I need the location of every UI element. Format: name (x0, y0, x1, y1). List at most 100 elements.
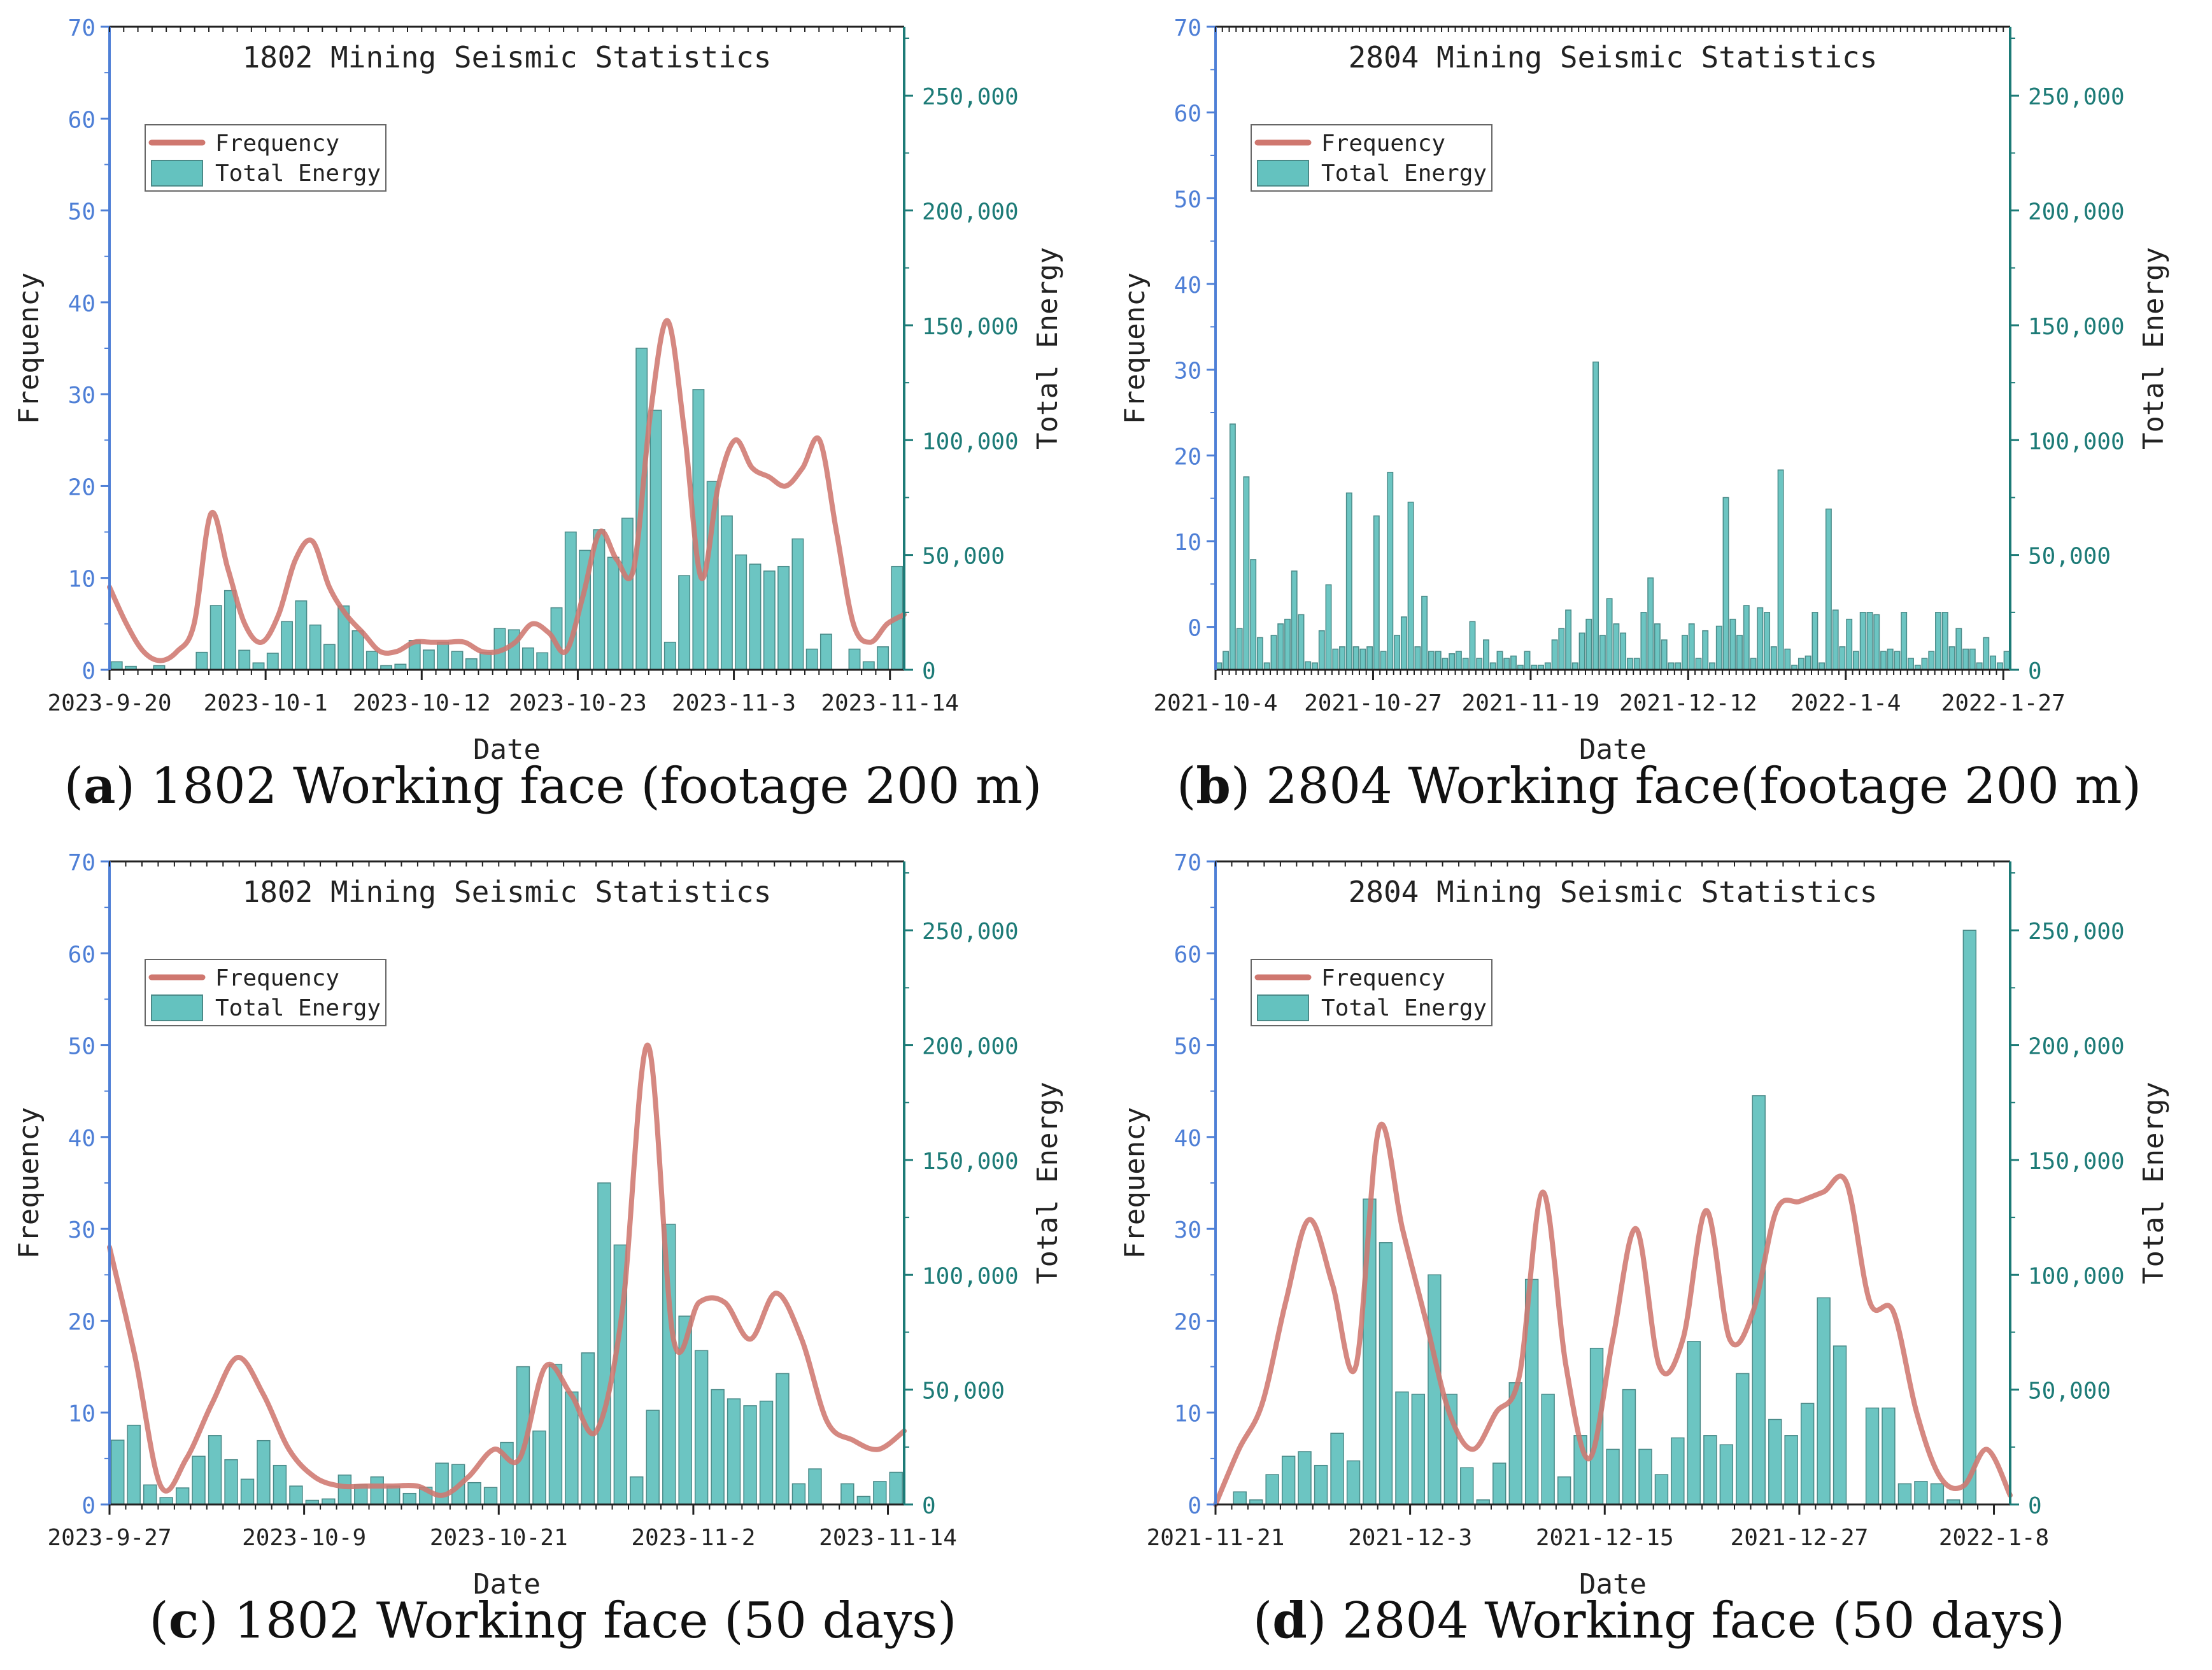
chart-title-a: 1802 Mining Seismic Statistics (243, 40, 772, 74)
energy-bar-a-24 (451, 651, 464, 670)
energy-bar-a-22 (422, 649, 435, 670)
energy-bar-a-35 (607, 556, 620, 670)
y-right-label-d: Total Energy (2138, 1082, 2170, 1284)
energy-bar-a-46 (763, 570, 776, 670)
left-tick-label-d-6: 60 (1174, 942, 1202, 968)
x-axis-label-d: Date (1579, 1568, 1647, 1601)
energy-bar-b-40 (1489, 662, 1496, 670)
legend-line-label-d: Frequency (1321, 965, 1445, 991)
energy-bar-b-60 (1626, 658, 1633, 670)
bars-b (1216, 361, 2010, 670)
x-tick-label-c-2: 2023-10-21 (430, 1525, 568, 1551)
energy-bar-b-109 (1962, 648, 1969, 670)
caption-c: (c) 1802 Working face (50 days) (149, 1592, 957, 1650)
energy-bar-b-85 (1797, 658, 1804, 670)
energy-bar-b-36 (1462, 658, 1469, 670)
energy-bar-b-71 (1702, 630, 1709, 670)
energy-bar-b-68 (1682, 635, 1688, 670)
energy-bar-b-83 (1784, 648, 1791, 670)
energy-bar-c-9 (257, 1440, 271, 1505)
left-tick-label-c-4: 40 (68, 1126, 96, 1152)
energy-bar-a-26 (479, 652, 492, 670)
panel-c: 0 10 20 30 40 50 60 70 0 50,000 100,000 150,000 200,… (0, 835, 1106, 1669)
energy-bar-c-40 (759, 1400, 774, 1505)
energy-bar-b-90 (1832, 609, 1839, 670)
y-left-label-c: Frequency (13, 1107, 45, 1259)
energy-bar-c-42 (791, 1483, 806, 1505)
energy-bar-d-44 (1930, 1483, 1945, 1505)
energy-bar-d-17 (1492, 1462, 1507, 1505)
left-ticks-d: 0 10 20 30 40 50 60 70 (1174, 850, 1216, 1519)
chart-title-d: 2804 Mining Seismic Statistics (1349, 875, 1878, 909)
left-tick-label-a-6: 60 (68, 107, 96, 133)
energy-bar-b-106 (1941, 612, 1948, 670)
energy-bar-c-8 (240, 1478, 255, 1505)
energy-bar-a-8 (223, 590, 236, 670)
energy-bar-c-18 (402, 1492, 416, 1505)
energy-bar-b-54 (1585, 618, 1592, 670)
energy-bar-b-11 (1291, 570, 1298, 670)
energy-bar-c-32 (630, 1476, 644, 1505)
energy-bar-b-56 (1599, 635, 1606, 670)
right-tick-label-d-5: 250,000 (2028, 919, 2125, 945)
left-ticks-a: 0 10 20 30 40 50 60 70 (68, 15, 110, 684)
energy-bar-b-1 (1223, 651, 1230, 670)
x-tick-label-a-5: 2023-11-14 (821, 690, 959, 716)
energy-bar-b-49 (1551, 639, 1558, 670)
energy-bar-d-11 (1395, 1391, 1409, 1505)
caption-d-text: 2804 Working face (50 days) (1326, 1592, 2066, 1650)
x-axis-label-a: Date (473, 733, 541, 766)
energy-bar-b-25 (1387, 472, 1394, 670)
x-tick-label-d-3: 2021-12-27 (1731, 1525, 1869, 1551)
right-tick-label-b-4: 200,000 (2028, 199, 2125, 225)
x-axis-label-c: Date (473, 1568, 541, 1601)
x-ticks-d: 2021-11-21 2021-12-3 2021-12-15 2021-12-27 2… (1147, 861, 2049, 1551)
left-tick-label-d-4: 40 (1174, 1126, 1202, 1152)
y-right-label-c: Total Energy (1032, 1082, 1064, 1284)
energy-bar-a-30 (536, 652, 549, 670)
energy-bar-b-77 (1743, 605, 1750, 670)
left-tick-label-a-2: 20 (68, 474, 96, 500)
energy-bar-b-59 (1620, 632, 1627, 670)
energy-bar-c-36 (694, 1350, 709, 1505)
x-axis-label-b: Date (1579, 733, 1647, 766)
energy-bar-c-26 (532, 1430, 546, 1505)
energy-bar-b-16 (1325, 584, 1332, 670)
energy-bar-c-48 (889, 1471, 903, 1505)
energy-bar-b-92 (1846, 618, 1853, 670)
x-tick-label-b-0: 2021-10-4 (1153, 690, 1277, 716)
energy-bar-a-17 (351, 630, 364, 670)
caption-d-letter: d (1272, 1592, 1307, 1650)
legend-box-c (145, 959, 386, 1026)
legend-line-label-c: Frequency (215, 965, 339, 991)
energy-bar-c-41 (776, 1373, 790, 1505)
energy-bar-b-18 (1339, 646, 1345, 670)
energy-bar-b-12 (1298, 614, 1305, 670)
energy-bar-a-47 (777, 565, 790, 670)
energy-bar-d-42 (1897, 1483, 1912, 1505)
caption-a-letter: a (83, 757, 116, 815)
energy-bar-d-41 (1882, 1407, 1896, 1505)
frequency-line-c (107, 1042, 907, 1498)
left-tick-label-c-2: 20 (68, 1309, 96, 1335)
right-tick-label-c-5: 250,000 (922, 919, 1019, 945)
energy-bar-b-88 (1819, 662, 1826, 670)
energy-bar-b-33 (1442, 658, 1449, 670)
energy-bar-b-101 (1908, 658, 1914, 670)
x-tick-label-a-4: 2023-11-3 (672, 690, 796, 716)
energy-bar-a-7 (209, 605, 222, 670)
energy-bar-c-11 (289, 1485, 303, 1505)
energy-bar-d-20 (1541, 1394, 1555, 1505)
left-ticks-c: 0 10 20 30 40 50 60 70 (68, 850, 110, 1519)
legend-bar-swatch-b (1257, 160, 1309, 187)
legend-bar-swatch-a (151, 160, 203, 187)
legend-line-label-a: Frequency (215, 131, 339, 157)
right-tick-label-b-1: 50,000 (2028, 544, 2111, 570)
energy-bar-b-7 (1263, 662, 1270, 670)
energy-bar-a-12 (281, 621, 294, 670)
energy-bar-b-8 (1270, 635, 1277, 670)
energy-bar-b-96 (1873, 614, 1880, 670)
energy-bar-c-20 (435, 1462, 449, 1505)
left-tick-label-a-4: 40 (68, 291, 96, 317)
